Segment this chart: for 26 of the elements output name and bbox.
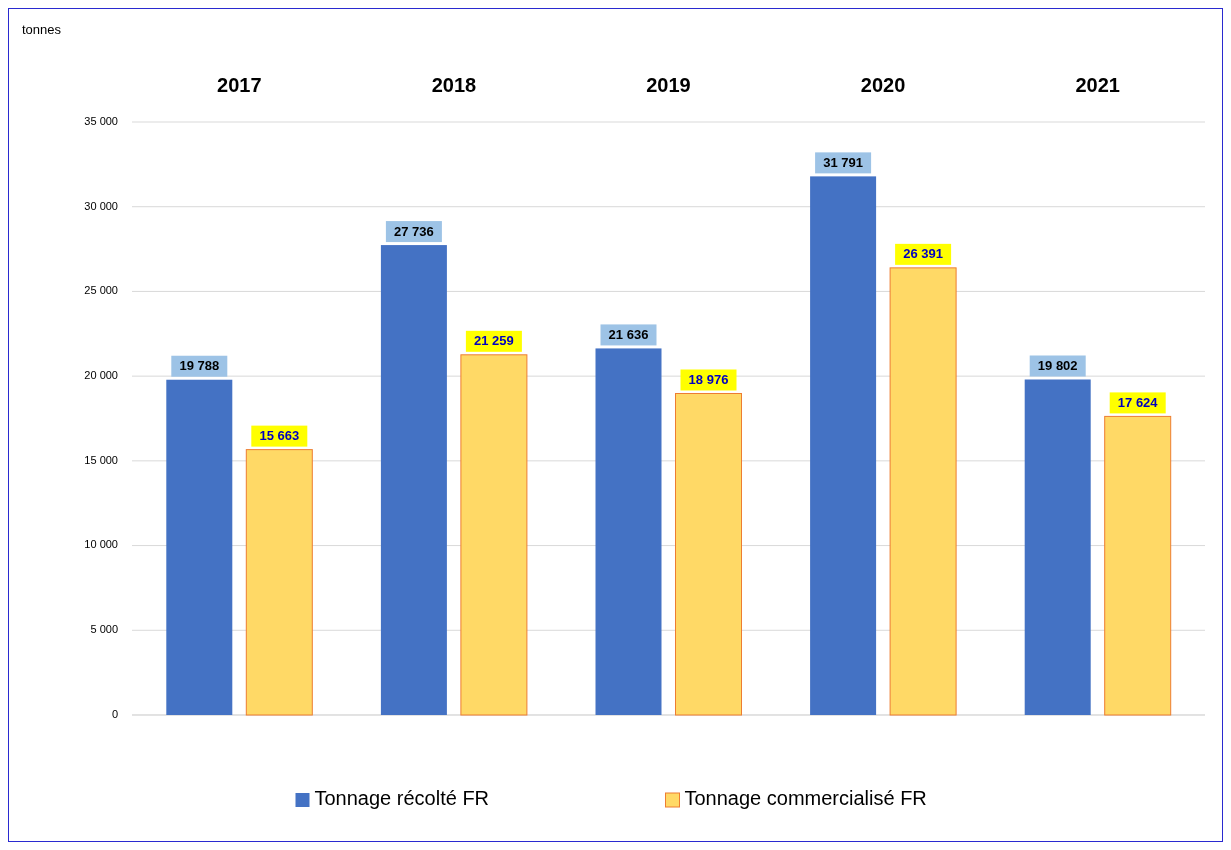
y-tick-label: 15 000	[84, 453, 118, 466]
y-axis-title: tonnes	[22, 22, 62, 37]
y-tick-label: 20 000	[84, 369, 118, 382]
x-tick-label: 2018	[431, 74, 477, 96]
x-tick-label: 2017	[217, 74, 262, 96]
data-label: 21 636	[608, 326, 649, 342]
y-tick-label: 10 000	[84, 538, 118, 551]
data-label: 19 802	[1037, 357, 1078, 373]
legend-label: Tonnage commercialisé FR	[684, 787, 927, 810]
data-label: 17 624	[1117, 394, 1159, 410]
data-label: 19 788	[179, 358, 220, 374]
y-tick-label: 35 000	[84, 114, 118, 127]
y-tick-label: 25 000	[84, 284, 118, 297]
x-tick-label: 2019	[646, 74, 691, 96]
x-tick-label: 2021	[1075, 74, 1120, 96]
y-tick-label: 0	[111, 707, 118, 720]
legend-label: Tonnage récolté FR	[314, 787, 490, 810]
y-tick-label: 30 000	[84, 199, 118, 212]
data-label: 18 976	[688, 371, 729, 387]
data-label: 26 391	[903, 246, 943, 262]
x-tick-label: 2020	[860, 74, 906, 96]
data-label: 15 663	[259, 428, 300, 444]
y-tick-label: 5 000	[90, 623, 118, 636]
data-label: 21 259	[474, 333, 514, 349]
data-label: 31 791	[823, 154, 863, 170]
data-label: 27 736	[394, 223, 434, 239]
